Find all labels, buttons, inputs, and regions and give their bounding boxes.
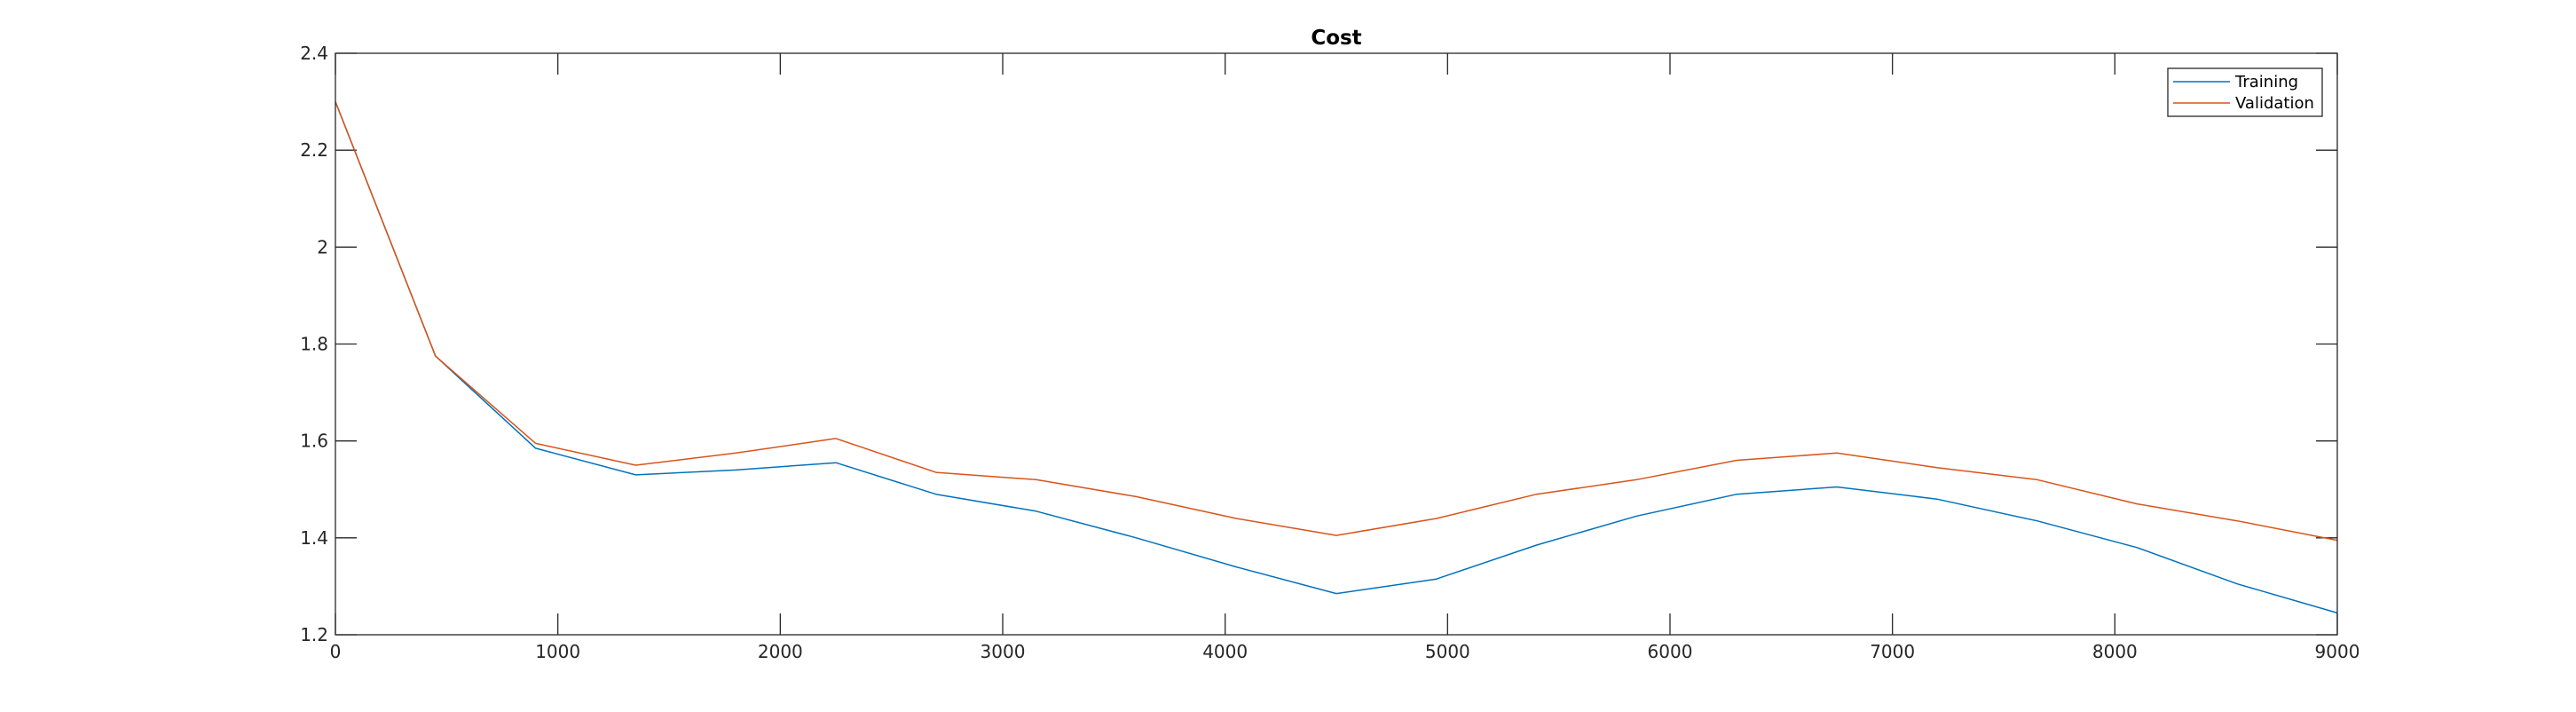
x-tick-label: 6000	[1648, 641, 1693, 662]
legend-label-validation: Validation	[2235, 94, 2314, 113]
series-lines	[335, 101, 2338, 614]
chart-title: Cost	[1311, 27, 1361, 50]
axis-ticks: 0 1000 2000 3000 4000 5000 6000 7000 8000 9000 1.2…	[300, 43, 2359, 662]
y-tick-label: 1.6	[300, 431, 328, 452]
y-tick-label: 2.4	[300, 43, 328, 64]
x-tick-label: 2000	[758, 641, 803, 662]
x-tick-label: 8000	[2092, 641, 2138, 662]
y-tick-label: 2	[317, 236, 328, 257]
y-tick-label: 1.8	[300, 334, 328, 355]
axes-box	[335, 52, 2338, 636]
x-tick-label: 3000	[981, 641, 1026, 662]
x-tick-label: 5000	[1425, 641, 1470, 662]
x-tick-label: 9000	[2315, 641, 2360, 662]
x-tick-label: 0	[330, 641, 342, 662]
legend-label-training: Training	[2234, 73, 2298, 91]
series-line-validation	[335, 101, 2338, 542]
legend: Training Validation	[2167, 67, 2323, 117]
x-tick-label: 4000	[1202, 641, 1248, 662]
x-tick-label: 7000	[1870, 641, 1915, 662]
legend-box	[2167, 67, 2323, 117]
y-tick-label: 2.2	[300, 139, 328, 161]
x-tick-label: 1000	[535, 641, 580, 662]
y-tick-label: 1.2	[300, 624, 328, 645]
y-tick-label: 1.4	[300, 527, 328, 549]
series-line-training	[335, 101, 2338, 614]
